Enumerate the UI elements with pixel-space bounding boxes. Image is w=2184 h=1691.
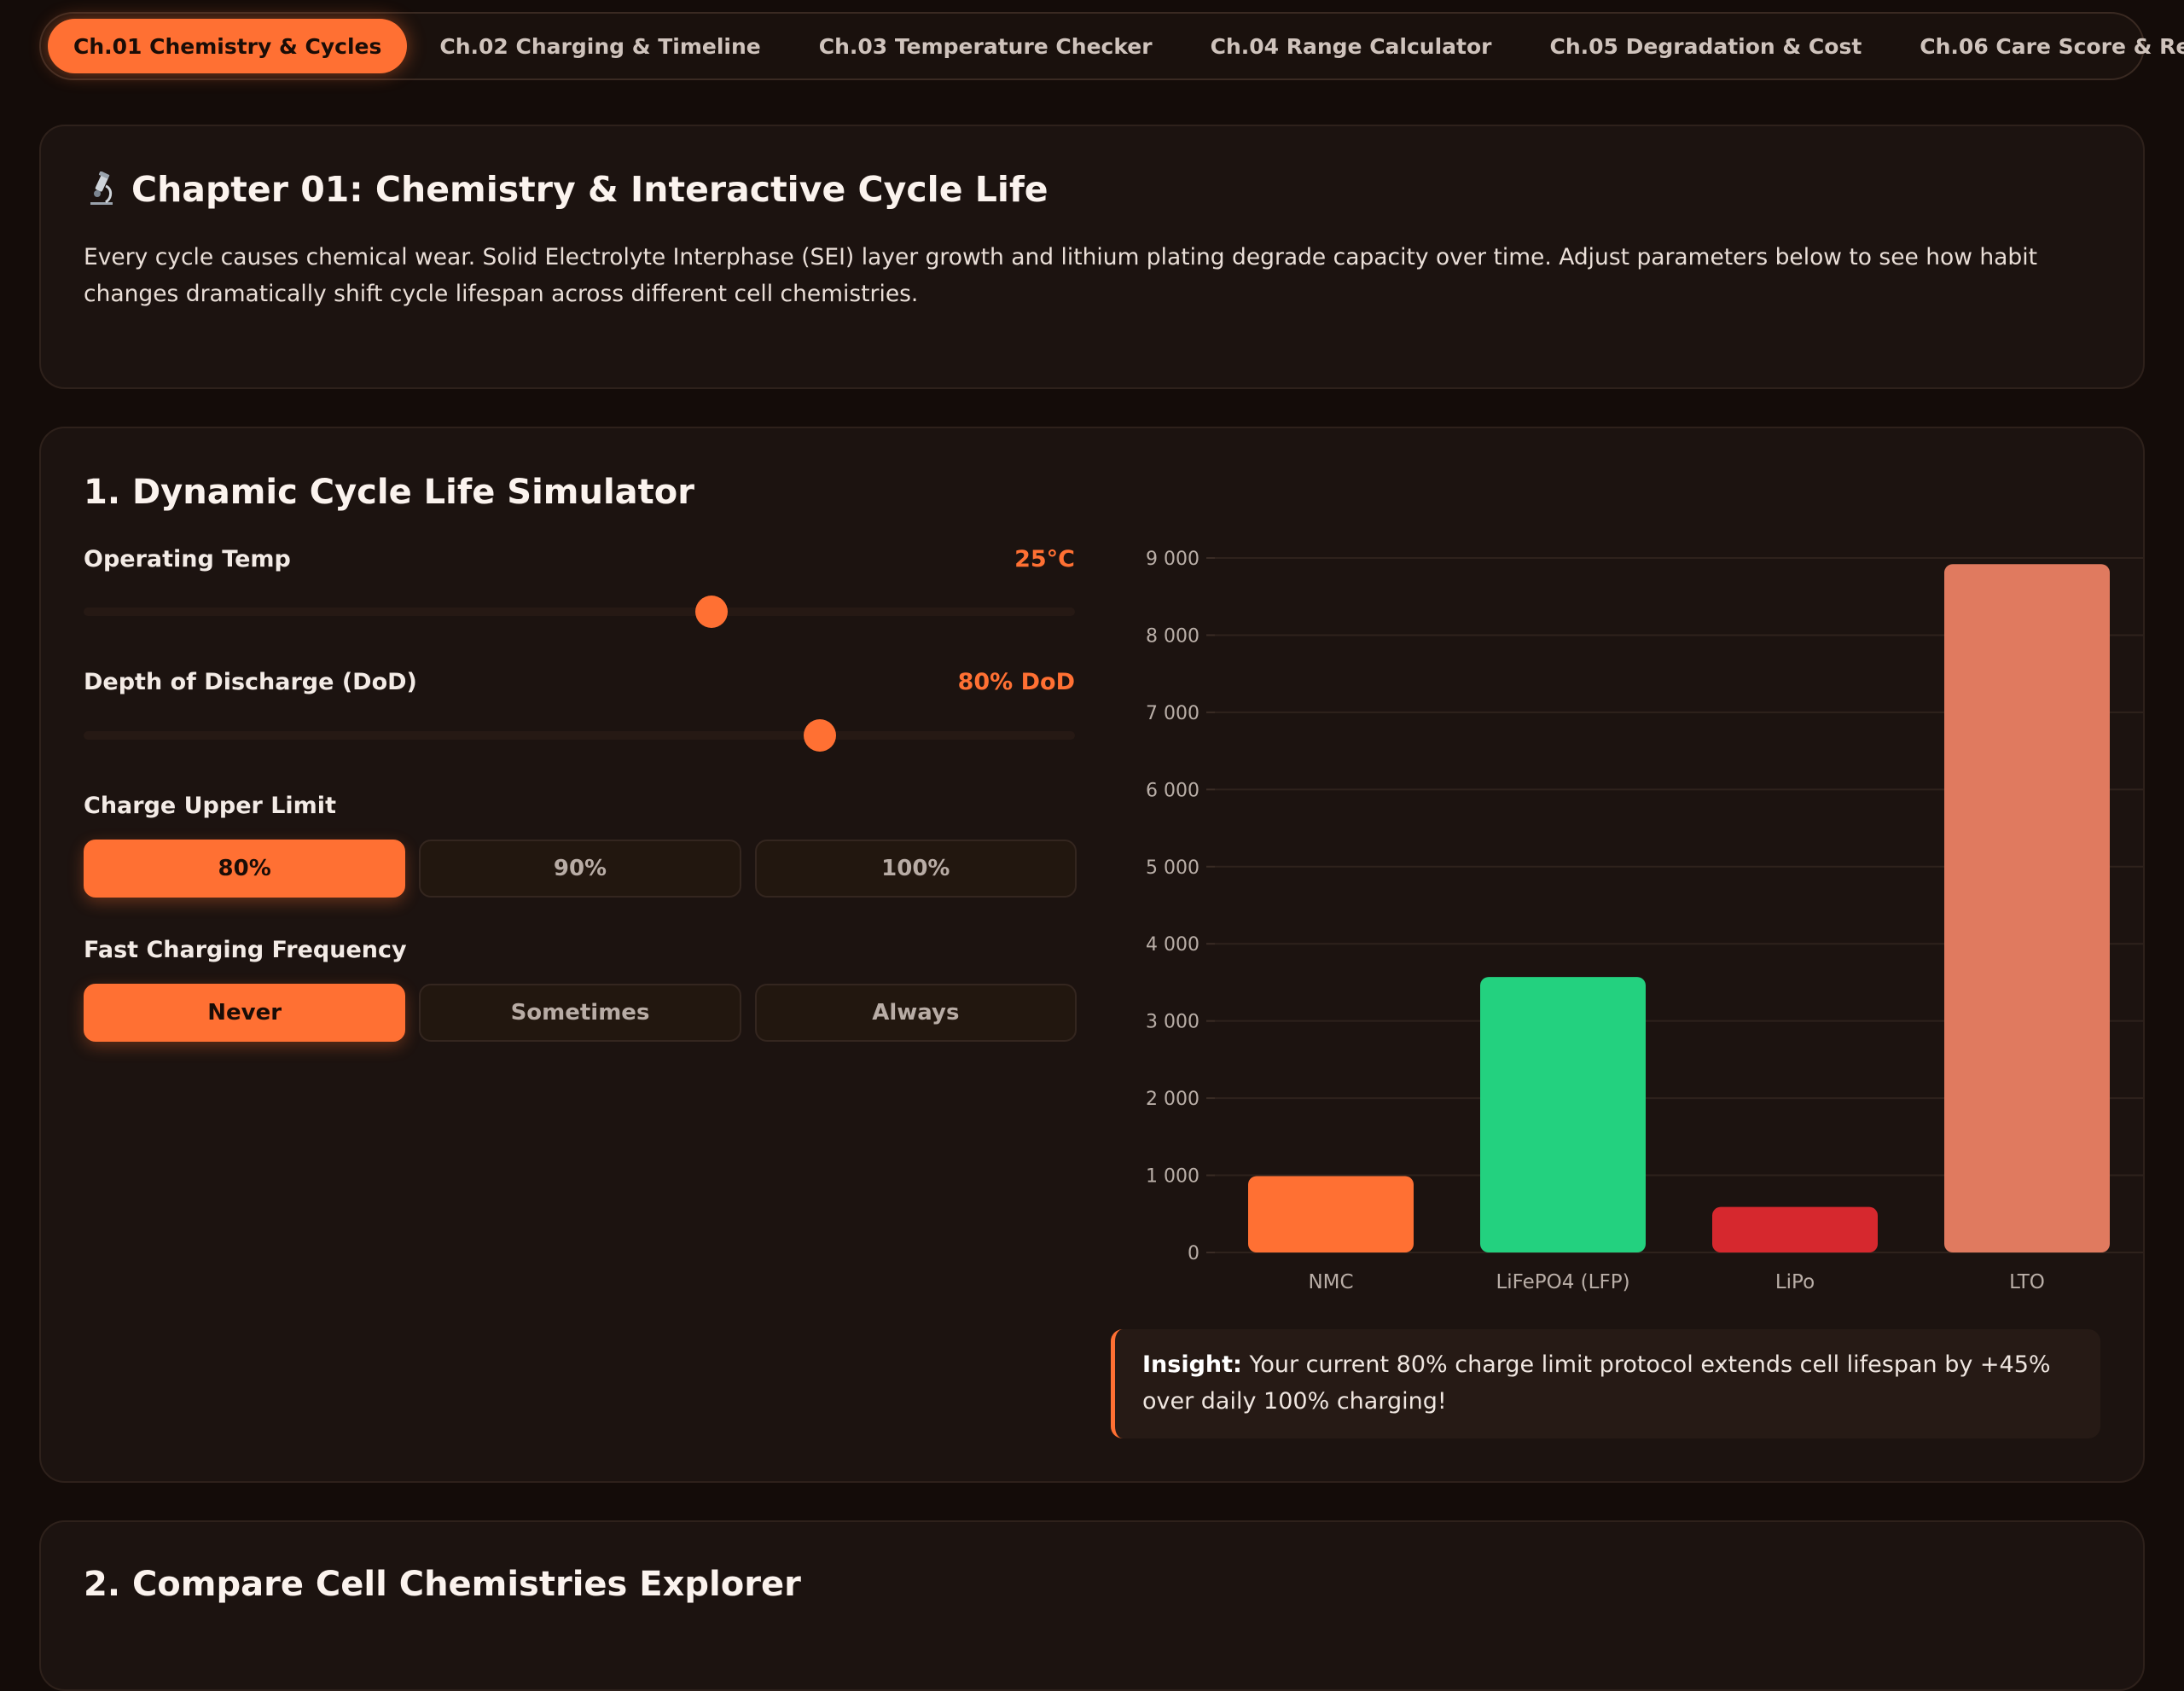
chart-bar-nmc[interactable] [1248, 1176, 1414, 1252]
chart-y-tick-label: 0 [1188, 1243, 1199, 1264]
tab-ch02[interactable]: Ch.02 Charging & Timeline [439, 33, 761, 59]
chapter-title-text: Chapter 01: Chemistry & Interactive Cycl… [131, 169, 1048, 210]
charge-limit-option-80pct[interactable]: 80% [84, 840, 406, 898]
dod-slider[interactable] [84, 719, 1075, 752]
chart-bar-lto[interactable] [1944, 564, 2110, 1252]
dod-value: 80% DoD [957, 669, 1075, 695]
chemistry-explorer-card: 2. Compare Cell Chemistries Explorer [39, 1520, 2145, 1691]
tab-ch04[interactable]: Ch.04 Range Calculator [1210, 33, 1492, 59]
tab-ch03[interactable]: Ch.03 Temperature Checker [818, 33, 1153, 59]
simulator-title: 1. Dynamic Cycle Life Simulator [84, 473, 694, 512]
insight-lead: Insight: [1142, 1351, 1242, 1378]
chart-bar-lipo[interactable] [1712, 1206, 1878, 1252]
insight-box: Insight: Your current 80% charge limit p… [1111, 1329, 2100, 1438]
chart-y-tick-label: 9 000 [1146, 549, 1199, 570]
chart-y-tick-label: 5 000 [1146, 857, 1199, 879]
chart-x-tick-label: LiFePO4 (LFP) [1496, 1271, 1629, 1293]
tab-ch01[interactable]: Ch.01 Chemistry & Cycles [48, 19, 408, 73]
cycle-life-chart-svg: 0 1 000 2 000 3 000 4 000 5 000 6 000 7 000 8 00… [1146, 549, 2143, 1293]
microscope-icon [90, 171, 113, 205]
explorer-title: 2. Compare Cell Chemistries Explorer [84, 1565, 801, 1604]
chart-y-tick-label: 1 000 [1146, 1166, 1199, 1188]
fast-charging-label: Fast Charging Frequency [84, 937, 407, 963]
chart-y-tick-label: 3 000 [1146, 1012, 1199, 1033]
fast-charging-option-always[interactable]: Always [754, 984, 1077, 1042]
operating-temp-slider[interactable] [84, 596, 1075, 628]
cycle-life-chart: 0 1 000 2 000 3 000 4 000 5 000 6 000 7 000 8 00… [1109, 539, 2146, 1324]
dod-slider-thumb[interactable] [804, 719, 837, 752]
charge-limit-label: Charge Upper Limit [84, 793, 336, 819]
charge-limit-option-90pct[interactable]: 90% [419, 840, 741, 898]
operating-temp-label: Operating Temp [84, 546, 291, 572]
chart-x-tick-label: LTO [2009, 1271, 2045, 1293]
insight-text: Your current 80% charge limit protocol e… [1142, 1351, 2051, 1415]
chapter-intro-card: Chapter 01: Chemistry & Interactive Cycl… [39, 125, 2145, 389]
operating-temp-slider-thumb[interactable] [694, 596, 728, 628]
tab-ch06[interactable]: Ch.06 Care Score & Resale [1920, 33, 2184, 59]
chart-x-tick-label: NMC [1308, 1271, 1353, 1293]
chart-y-tick-label: 6 000 [1146, 780, 1199, 801]
chapter-title: Chapter 01: Chemistry & Interactive Cycl… [84, 169, 1048, 210]
dod-label: Depth of Discharge (DoD) [84, 669, 417, 695]
tab-ch05[interactable]: Ch.05 Degradation & Cost [1549, 33, 1862, 59]
fast-charging-option-sometimes[interactable]: Sometimes [419, 984, 741, 1042]
cycle-simulator-card: 1. Dynamic Cycle Life Simulator Operatin… [39, 427, 2145, 1483]
fast-charging-options: Never Sometimes Always [84, 984, 1077, 1042]
chart-y-tick-label: 2 000 [1146, 1089, 1199, 1110]
chart-y-tick-label: 7 000 [1146, 703, 1199, 724]
chart-y-tick-label: 8 000 [1146, 625, 1199, 647]
chart-y-tick-label: 4 000 [1146, 934, 1199, 956]
operating-temp-value: 25°C [1014, 546, 1075, 572]
fast-charging-option-never[interactable]: Never [84, 984, 406, 1042]
chart-bar-lifepo4-lfp[interactable] [1480, 977, 1646, 1252]
chapter-description: Every cycle causes chemical wear. Solid … [84, 244, 2037, 307]
charge-limit-option-100pct[interactable]: 100% [754, 840, 1077, 898]
chart-x-tick-label: LiPo [1775, 1271, 1815, 1293]
chapter-nav: Ch.01 Chemistry & Cycles Ch.02 Charging &… [39, 12, 2184, 80]
charge-limit-options: 80% 90% 100% [84, 840, 1077, 898]
